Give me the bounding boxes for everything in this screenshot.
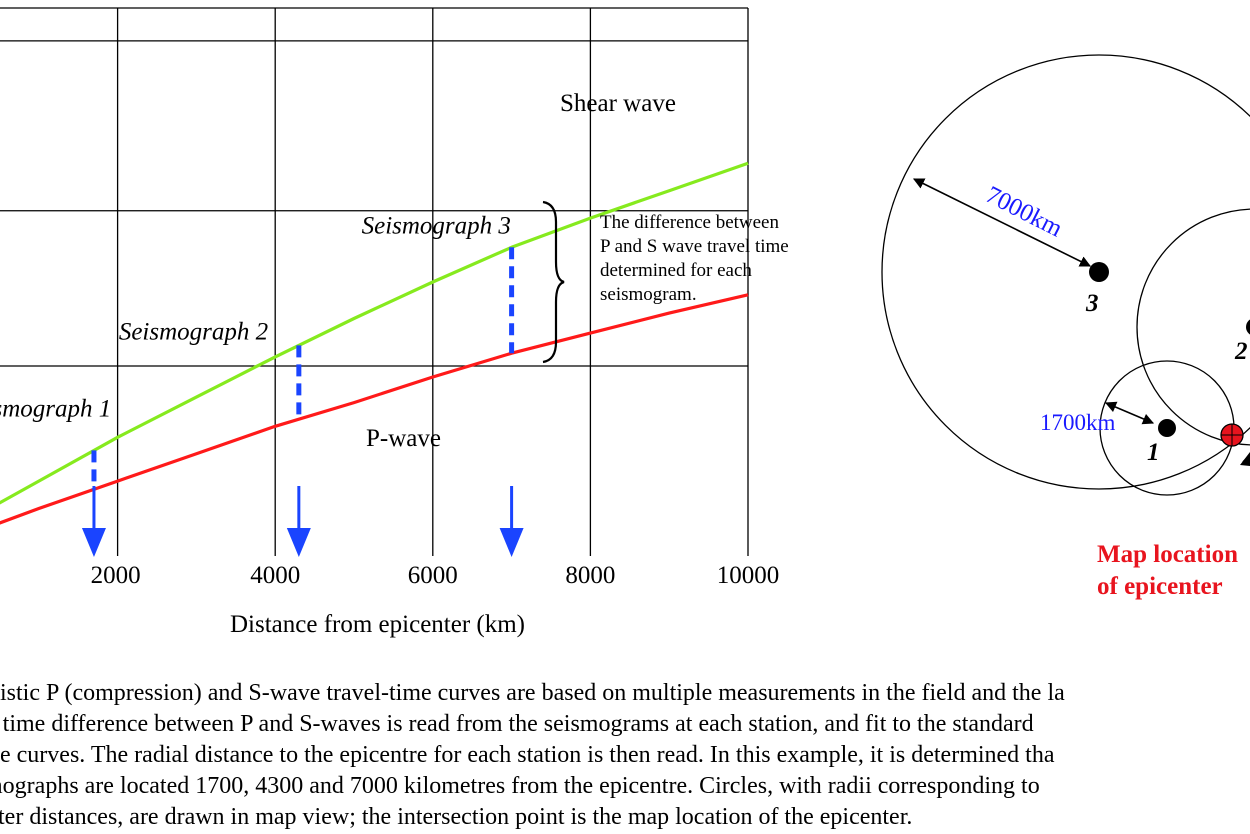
- station-3-circle: [881, 54, 1250, 490]
- caption-line: mographs are located 1700, 4300 and 7000…: [0, 773, 1040, 799]
- x-tick-label: 2000: [91, 562, 141, 589]
- station-2-circle: [1136, 208, 1250, 446]
- station-3-dot: [1089, 262, 1109, 282]
- difference-note: The difference between P and S wave trav…: [600, 212, 789, 305]
- map-title-line-1: Map location: [1097, 541, 1238, 568]
- x-tick-label: 4000: [250, 562, 300, 589]
- seismograph-label: Seismograph 3: [362, 212, 511, 239]
- difference-brace: [542, 200, 565, 364]
- station-3-number: 3: [1085, 290, 1099, 317]
- map-title-line-2: of epicenter: [1097, 573, 1223, 600]
- p-wave-curve: [0, 293, 749, 525]
- caption-line: ne curves. The radial distance to the ep…: [0, 742, 1055, 768]
- x-tick-label: 6000: [408, 562, 458, 589]
- x-tick-label: 8000: [565, 562, 615, 589]
- shear-wave-label: Shear wave: [560, 90, 676, 117]
- p-wave-label: P-wave: [366, 425, 441, 452]
- station-1-radius-arrow: [1104, 401, 1155, 425]
- figure-caption: ristic P (compression) and S-wave travel…: [0, 678, 1250, 834]
- station-1-number: 1: [1147, 439, 1160, 466]
- caption-line: nter distances, are drawn in map view; t…: [0, 804, 913, 830]
- station-1-radius-label: 1700km: [1040, 410, 1116, 435]
- station-2-number: 2: [1234, 338, 1248, 365]
- distance-arrow-head: [499, 528, 524, 557]
- x-axis-label: Distance from epicenter (km): [230, 611, 525, 638]
- x-tick-label: 10000: [717, 562, 780, 589]
- seismograph-markers: Seismograph 1 Seismograph 2 Seismograph 3: [0, 212, 524, 557]
- difference-note-line: The difference between: [600, 212, 779, 233]
- shear-wave-curve: [0, 161, 749, 505]
- station-2-arrowhead: [1240, 452, 1250, 466]
- difference-note-line: P and S wave travel time: [600, 236, 789, 257]
- chart-grid: [0, 7, 749, 556]
- seismograph-label: Seismograph 2: [119, 318, 268, 345]
- difference-note-line: determined for each: [600, 260, 752, 281]
- distance-arrow-head: [81, 528, 106, 557]
- caption-line: ristic P (compression) and S-wave travel…: [0, 680, 1065, 706]
- x-axis-ticks: 2000 4000 6000 8000 10000: [91, 562, 780, 589]
- seismograph-label: Seismograph 1: [0, 395, 111, 422]
- caption-line: l time difference between P and S-waves …: [0, 711, 1034, 737]
- station-1-dot: [1158, 419, 1176, 437]
- station-2-dot: [1246, 319, 1250, 335]
- epicenter-map: 7000km 1700km 3 2 1 Map location of epic…: [881, 54, 1250, 600]
- epicenter-marker: [1220, 423, 1244, 447]
- station-3-radius-arrow: [912, 178, 1092, 267]
- distance-arrow-head: [286, 528, 311, 557]
- travel-time-curves: [0, 161, 749, 525]
- difference-note-line: seismogram.: [600, 284, 697, 305]
